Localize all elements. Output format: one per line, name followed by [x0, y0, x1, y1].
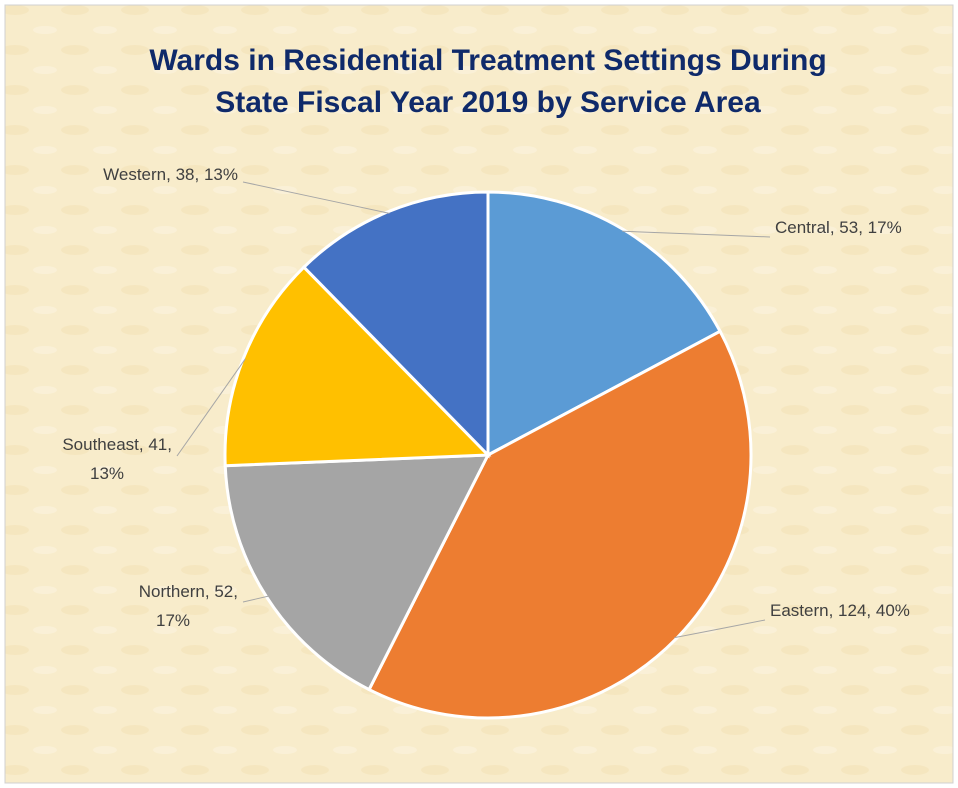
- data-label: 13%: [90, 464, 124, 483]
- category-label: Southeast: [62, 435, 139, 454]
- leader-line: [674, 619, 766, 639]
- percent-label: 13%: [204, 165, 238, 184]
- value-label: 53: [839, 218, 858, 237]
- leader-line: [176, 358, 246, 457]
- category-label: Northern: [139, 582, 205, 601]
- leader-line: [242, 181, 390, 214]
- data-label: Western, 38, 13%: [103, 165, 238, 184]
- percent-label: 17%: [156, 611, 190, 630]
- pie-slice: [223, 265, 492, 468]
- data-label: 17%: [156, 611, 190, 630]
- pie-slice: [223, 453, 491, 692]
- value-label: 52: [214, 582, 233, 601]
- data-label: Southeast, 41,: [62, 435, 172, 454]
- pie-slice: [486, 190, 723, 458]
- category-label: Central: [775, 218, 830, 237]
- leader-line: [622, 230, 771, 238]
- chart-title: State Fiscal Year 2019 by Service Area: [215, 86, 761, 119]
- percent-label: 40%: [876, 601, 910, 620]
- chart-title: Wards in Residential Treatment Settings …: [149, 44, 826, 77]
- data-label: Eastern, 124, 40%: [770, 601, 910, 620]
- percent-label: 17%: [868, 218, 902, 237]
- percent-label: 13%: [90, 464, 124, 483]
- value-label: 41: [148, 435, 167, 454]
- data-label: Central, 53, 17%: [775, 218, 902, 237]
- data-label: Northern, 52,: [139, 582, 238, 601]
- category-label: Western: [103, 165, 166, 184]
- value-label: 124: [838, 601, 866, 620]
- value-label: 38: [176, 165, 195, 184]
- leader-line: [242, 595, 269, 603]
- pie-slice: [367, 329, 753, 720]
- pie-slice: [301, 190, 490, 459]
- category-label: Eastern: [770, 601, 829, 620]
